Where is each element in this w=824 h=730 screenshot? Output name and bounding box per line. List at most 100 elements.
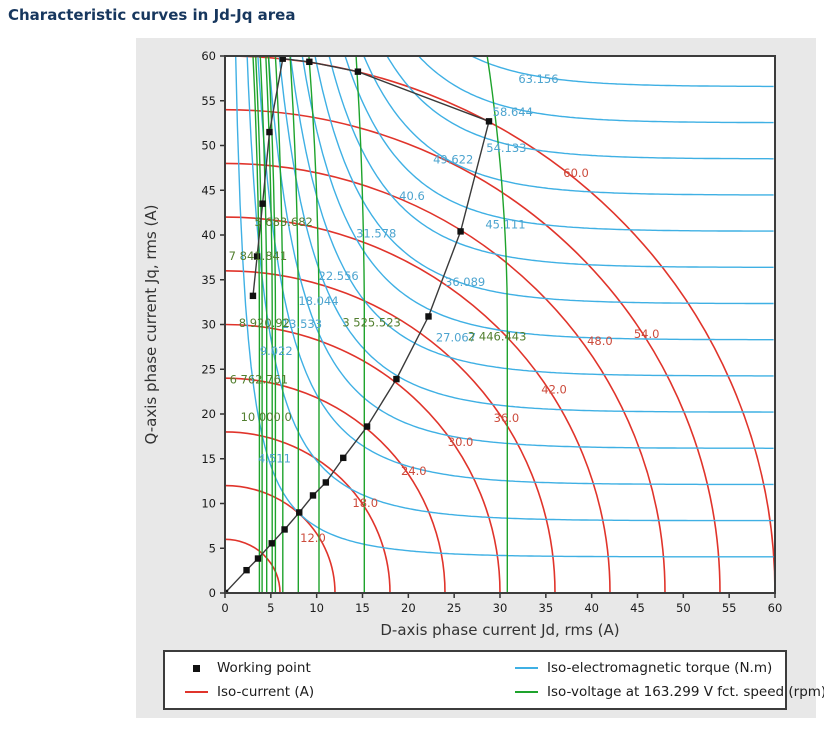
legend-label: Iso-electromagnetic torque (N.m) <box>547 660 773 676</box>
plot-area <box>225 56 775 593</box>
svg-text:58.644: 58.644 <box>493 105 533 119</box>
svg-text:18.044: 18.044 <box>298 294 338 308</box>
svg-text:8 920.92: 8 920.92 <box>239 316 290 330</box>
svg-text:15: 15 <box>355 601 370 615</box>
svg-text:20: 20 <box>201 407 216 421</box>
legend-item-iso-torque: Iso-electromagnetic torque (N.m) <box>515 660 824 676</box>
page-title: Characteristic curves in Jd-Jq area <box>8 6 296 24</box>
svg-text:10: 10 <box>309 601 324 615</box>
svg-text:12.0: 12.0 <box>300 531 326 545</box>
svg-text:35: 35 <box>539 601 554 615</box>
svg-text:54.133: 54.133 <box>486 141 526 155</box>
iso-torque-curves <box>234 56 774 558</box>
working-point-marker <box>225 589 229 593</box>
svg-text:60: 60 <box>201 49 216 63</box>
svg-text:25: 25 <box>447 601 462 615</box>
svg-text:40: 40 <box>201 228 216 242</box>
svg-text:5: 5 <box>209 541 216 555</box>
working-point-marker <box>279 56 286 62</box>
svg-text:27.067: 27.067 <box>436 331 476 345</box>
x-axis-title: D-axis phase current Jd, rms (A) <box>380 621 619 639</box>
working-point-trajectory <box>225 56 493 593</box>
svg-text:35: 35 <box>201 273 216 287</box>
svg-text:25: 25 <box>201 362 216 376</box>
svg-text:40.6: 40.6 <box>399 189 425 203</box>
working-point-marker <box>266 128 273 136</box>
iso-voltage-line-icon <box>515 691 538 693</box>
working-point-marker <box>340 454 347 462</box>
svg-text:36.089: 36.089 <box>445 275 485 289</box>
working-point-marker <box>254 555 262 562</box>
svg-text:31.578: 31.578 <box>356 227 396 241</box>
svg-text:6 762.761: 6 762.761 <box>230 373 289 387</box>
svg-text:60: 60 <box>768 601 783 615</box>
svg-text:48.0: 48.0 <box>587 334 613 348</box>
svg-text:7 841.841: 7 841.841 <box>229 249 288 263</box>
svg-text:55: 55 <box>201 94 216 108</box>
svg-text:42.0: 42.0 <box>541 382 567 396</box>
svg-text:5 683.682: 5 683.682 <box>254 215 313 229</box>
svg-text:5: 5 <box>267 601 274 615</box>
svg-text:49.622: 49.622 <box>433 152 473 166</box>
svg-text:2 446.443: 2 446.443 <box>468 330 527 344</box>
svg-text:4.511: 4.511 <box>258 451 291 465</box>
plot-border <box>224 55 776 594</box>
jd-jq-characteristic-chart: 0 5 10 15 20 25 30 35 40 45 50 55 60 0 5 10 15 20 25 30 35 40… <box>142 49 782 639</box>
legend-label: Iso-current (A) <box>217 684 315 700</box>
y-axis-title: Q-axis phase current Jq, rms (A) <box>142 205 160 445</box>
chart-legend: Working point Iso-current (A) Iso-electr… <box>163 650 824 710</box>
svg-text:24.0: 24.0 <box>401 464 427 478</box>
svg-text:10 000.0: 10 000.0 <box>241 410 292 424</box>
svg-text:3 525.523: 3 525.523 <box>342 315 401 329</box>
iso-voltage-curves <box>252 56 508 593</box>
iso-current-line-icon <box>185 691 208 693</box>
svg-text:63.156: 63.156 <box>518 72 558 86</box>
svg-text:30: 30 <box>201 318 216 332</box>
svg-text:30.0: 30.0 <box>448 435 474 449</box>
curve-labels: 12.0 18.0 24.0 30.0 36.0 42.0 48.0 54.0 60.0 4.51… <box>229 72 660 545</box>
svg-text:50: 50 <box>676 601 691 615</box>
working-point-marker <box>309 492 317 499</box>
svg-text:0: 0 <box>209 586 216 600</box>
svg-text:30: 30 <box>493 601 508 615</box>
legend-item-working-point: Working point <box>185 660 515 676</box>
svg-text:45: 45 <box>630 601 645 615</box>
working-point-marker <box>322 479 330 486</box>
legend-label: Working point <box>217 660 311 676</box>
legend-item-iso-current: Iso-current (A) <box>185 684 515 700</box>
svg-text:20: 20 <box>401 601 416 615</box>
working-point-marker <box>249 292 257 300</box>
legend-item-iso-voltage: Iso-voltage at 163.299 V fct. speed (rpm… <box>515 684 824 700</box>
working-point-marker <box>485 118 493 125</box>
working-point-marker <box>253 253 261 260</box>
working-point-marker <box>243 566 250 574</box>
iso-torque-line-icon <box>515 667 538 669</box>
working-point-marker <box>457 228 464 235</box>
working-point-marker <box>296 509 303 516</box>
svg-text:10: 10 <box>201 497 216 511</box>
working-point-marker <box>393 375 400 383</box>
svg-text:22.556: 22.556 <box>319 269 359 283</box>
working-point-marker <box>281 526 288 533</box>
svg-text:45.111: 45.111 <box>485 218 525 232</box>
working-point-marker <box>306 58 313 66</box>
axis-ticks: 0 5 10 15 20 25 30 35 40 45 50 55 60 0 5 10 15 20 25 30 35 40… <box>201 49 782 615</box>
working-point-marker-icon <box>193 664 200 672</box>
svg-text:15: 15 <box>201 452 216 466</box>
svg-text:0: 0 <box>221 601 228 615</box>
working-point-marker <box>354 68 362 75</box>
svg-text:55: 55 <box>722 601 737 615</box>
working-point-marker <box>425 313 432 320</box>
svg-text:54.0: 54.0 <box>634 327 660 341</box>
svg-text:60.0: 60.0 <box>563 166 589 180</box>
chart-panel: 0 5 10 15 20 25 30 35 40 45 50 55 60 0 5 10 15 20 25 30 35 40… <box>136 38 824 718</box>
svg-text:13.533: 13.533 <box>282 317 322 331</box>
svg-text:9.022: 9.022 <box>260 344 293 358</box>
svg-text:40: 40 <box>584 601 599 615</box>
working-point-marker <box>268 540 275 547</box>
svg-text:50: 50 <box>201 139 216 153</box>
svg-text:45: 45 <box>201 183 216 197</box>
svg-text:18.0: 18.0 <box>352 496 378 510</box>
legend-label: Iso-voltage at 163.299 V fct. speed (rpm… <box>547 684 824 700</box>
working-point-marker <box>259 200 266 207</box>
